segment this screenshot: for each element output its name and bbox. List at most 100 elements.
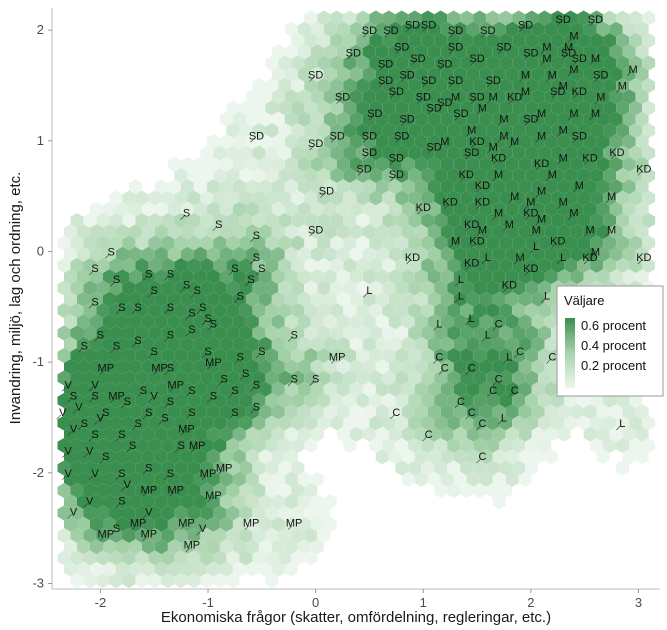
party-label-leader — [174, 447, 180, 453]
party-label-s: S — [199, 302, 206, 314]
hexbin-cell — [362, 291, 376, 307]
hexbin-cell — [642, 123, 656, 138]
hexbin-cell — [479, 426, 493, 442]
hexbin-cell — [271, 291, 285, 307]
hexbin-cell — [583, 179, 597, 195]
hexbin-cell — [252, 483, 266, 498]
hexbin-cell — [505, 404, 519, 420]
hexbin-cell — [492, 336, 506, 352]
hexbin-cell — [466, 89, 480, 105]
party-label-c: C — [489, 385, 497, 397]
party-label-leader — [503, 287, 508, 292]
hexbin-cell — [200, 213, 214, 228]
hexbin-cell — [622, 269, 636, 285]
hexbin-cell — [564, 123, 578, 138]
hexbin-cell — [83, 393, 97, 408]
hexbin-cell — [265, 280, 279, 296]
hexbin-cell — [284, 471, 298, 487]
hexbin-cell — [382, 370, 396, 386]
party-label-m: M — [542, 42, 551, 54]
party-label-leader — [67, 398, 72, 403]
party-label-leader — [78, 425, 83, 431]
hexbin-cell — [278, 258, 292, 273]
hexbin-cell — [64, 336, 77, 352]
party-label-s: S — [312, 374, 319, 386]
party-label-leader — [164, 403, 169, 409]
hexbin-cell — [122, 235, 136, 251]
party-label-s: S — [124, 396, 131, 408]
hexbin-cell — [154, 471, 168, 487]
hexbin-cell — [375, 134, 389, 150]
hexbin-cell — [609, 21, 623, 37]
hexbin-cell — [590, 123, 604, 138]
party-label-v: V — [91, 468, 99, 480]
hexbin-cell — [291, 55, 305, 71]
party-label-leader — [524, 55, 530, 60]
hexbin-cell — [447, 438, 461, 453]
hexbin-cell — [213, 483, 227, 498]
hexbin-cell — [564, 33, 578, 48]
hexbin-cell — [538, 303, 552, 318]
hexbin-cell — [200, 168, 214, 183]
party-label-leader — [465, 226, 470, 232]
party-label-leader — [519, 93, 524, 99]
hexbin-cell — [427, 269, 441, 285]
hexbin-cell — [291, 78, 305, 93]
hexbin-cell — [239, 528, 253, 543]
hexbin-cell — [317, 55, 331, 71]
party-label-mp: MP — [108, 390, 125, 402]
party-label-m: M — [499, 130, 508, 142]
hexbin-cell — [57, 235, 71, 251]
hexbin-cell — [401, 336, 415, 352]
y-tick-label: 0 — [37, 243, 44, 258]
hexbin-cell — [213, 415, 227, 431]
hexbin-cell — [460, 303, 474, 318]
hexbin-cell — [375, 201, 389, 217]
hexbin-cell — [609, 269, 623, 285]
hexbin-cell — [57, 483, 71, 498]
hexbin-cell — [213, 235, 227, 251]
hexbin-cell — [486, 370, 500, 386]
hexbin-cell — [232, 494, 246, 510]
party-label-leader — [363, 138, 368, 143]
hexbin-cell — [310, 336, 324, 352]
hexbin-cell — [278, 303, 292, 318]
hexbin-cell — [440, 269, 454, 285]
x-tick-label: 1 — [420, 595, 427, 610]
hexbin-cell — [492, 314, 506, 330]
party-label-sd: SD — [588, 14, 603, 26]
hexbin-cell — [278, 528, 292, 543]
hexbin-cell — [473, 10, 487, 26]
hexbin-cell — [512, 348, 526, 363]
hexbin-cell — [343, 280, 357, 296]
hexbin-cell — [388, 134, 402, 150]
party-label-c: C — [478, 451, 486, 463]
hexbin-cell — [245, 134, 259, 150]
hexbin-cell — [414, 246, 428, 262]
hexbin-cell — [622, 44, 636, 60]
hexbin-cell — [629, 168, 643, 183]
hexbin-cell — [505, 201, 519, 217]
hexbin-cell — [570, 404, 584, 420]
hexbin-cell — [427, 449, 441, 465]
hexbin-cell — [323, 494, 337, 510]
hexbin-cell — [512, 280, 526, 296]
hexbin-cell — [499, 123, 513, 138]
hexbin-cell — [414, 381, 428, 397]
hexbin-cell — [96, 325, 110, 341]
party-label-s: S — [145, 269, 152, 281]
party-label-leader — [503, 226, 508, 232]
party-label-sd: SD — [249, 130, 264, 142]
hexbin-cell — [135, 190, 149, 206]
party-label-leader — [594, 99, 600, 104]
hexbin-cell — [135, 325, 149, 341]
party-label-leader — [535, 193, 540, 198]
hexbin-cell — [570, 269, 584, 285]
hexbin-cell — [525, 280, 539, 296]
hexbin-cell — [167, 426, 181, 442]
hexbin-cell — [310, 291, 324, 307]
hexbin-cell — [460, 348, 474, 363]
hexbin-cell — [116, 224, 129, 240]
hexbin-cell — [213, 505, 227, 521]
party-label-s: S — [91, 296, 98, 308]
